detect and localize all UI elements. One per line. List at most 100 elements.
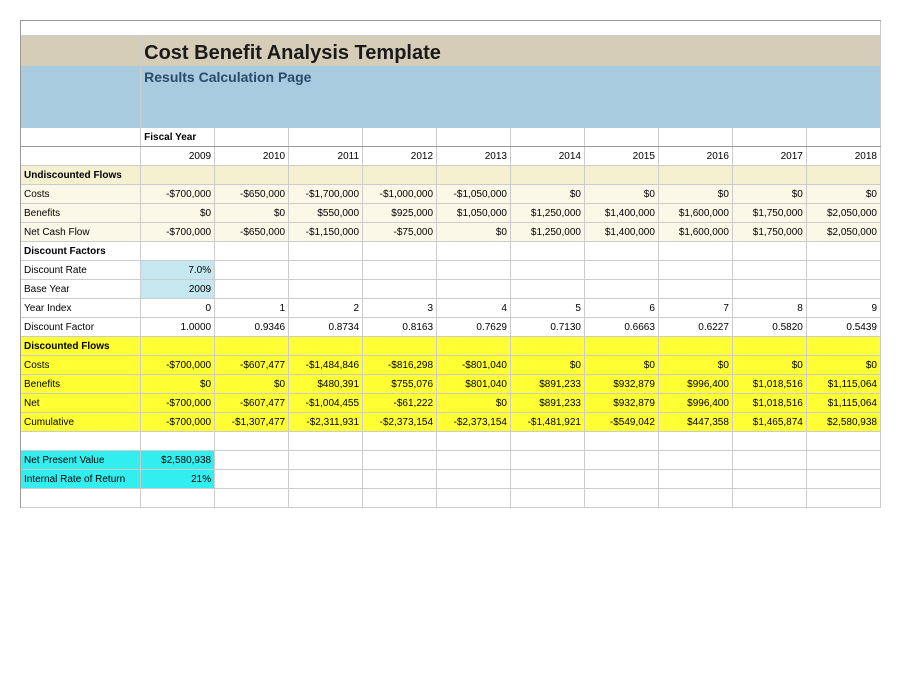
data-cell: $0 xyxy=(437,223,511,242)
data-cell: -$700,000 xyxy=(141,185,215,204)
data-cell: -$2,373,154 xyxy=(437,413,511,432)
data-cell: $1,750,000 xyxy=(732,204,806,223)
year-header: 2016 xyxy=(658,147,732,166)
row-label: Benefits xyxy=(21,375,141,394)
data-cell: 0.8734 xyxy=(289,318,363,337)
row-label: Cumulative xyxy=(21,413,141,432)
spacer-row xyxy=(21,21,881,36)
data-cell: $0 xyxy=(437,394,511,413)
data-cell: -$1,307,477 xyxy=(215,413,289,432)
year-header: 2011 xyxy=(289,147,363,166)
year-header: 2014 xyxy=(510,147,584,166)
data-cell: $1,400,000 xyxy=(584,223,658,242)
page-title: Cost Benefit Analysis Template xyxy=(144,42,441,64)
row-label: Base Year xyxy=(21,280,141,299)
data-cell: 1.0000 xyxy=(141,318,215,337)
data-cell: $1,018,516 xyxy=(732,394,806,413)
data-cell: 8 xyxy=(732,299,806,318)
year-header: 2015 xyxy=(584,147,658,166)
data-cell: 1 xyxy=(215,299,289,318)
table-row: Costs-$700,000-$607,477-$1,484,846-$816,… xyxy=(21,356,881,375)
data-cell: $2,050,000 xyxy=(806,223,880,242)
blue-header-row: Results Calculation Page xyxy=(21,66,881,128)
year-header: 2017 xyxy=(732,147,806,166)
data-cell xyxy=(363,261,437,280)
data-cell xyxy=(437,261,511,280)
table-row: Cumulative-$700,000-$1,307,477-$2,311,93… xyxy=(21,413,881,432)
data-cell: -$700,000 xyxy=(141,356,215,375)
year-header: 2010 xyxy=(215,147,289,166)
section-header-discounted: Discounted Flows xyxy=(21,337,881,356)
data-cell: $0 xyxy=(584,185,658,204)
undiscounted-rows: Costs-$700,000-$650,000-$1,700,000-$1,00… xyxy=(21,185,881,242)
spacer-row xyxy=(21,432,881,451)
data-cell xyxy=(658,261,732,280)
data-cell xyxy=(215,261,289,280)
row-label: Benefits xyxy=(21,204,141,223)
discounted-rows: Costs-$700,000-$607,477-$1,484,846-$816,… xyxy=(21,356,881,432)
data-cell: $891,233 xyxy=(510,375,584,394)
table-row: Net Cash Flow-$700,000-$650,000-$1,150,0… xyxy=(21,223,881,242)
data-cell: 0.8163 xyxy=(363,318,437,337)
data-cell: -$700,000 xyxy=(141,413,215,432)
row-label: Costs xyxy=(21,356,141,375)
data-cell: $0 xyxy=(510,356,584,375)
table-row: Discount Factor1.00000.93460.87340.8163 0… xyxy=(21,318,881,337)
data-cell: -$1,050,000 xyxy=(437,185,511,204)
data-cell: $1,250,000 xyxy=(510,223,584,242)
summary-label: Net Present Value xyxy=(21,451,141,470)
data-cell xyxy=(510,261,584,280)
row-label: Net xyxy=(21,394,141,413)
data-cell: -$61,222 xyxy=(363,394,437,413)
data-cell: $1,465,874 xyxy=(732,413,806,432)
data-cell xyxy=(658,280,732,299)
row-label: Discount Factor xyxy=(21,318,141,337)
row-label: Net Cash Flow xyxy=(21,223,141,242)
data-cell: -$1,000,000 xyxy=(363,185,437,204)
data-cell: -$700,000 xyxy=(141,223,215,242)
data-cell xyxy=(806,280,880,299)
data-cell: $2,050,000 xyxy=(806,204,880,223)
data-cell: -$2,311,931 xyxy=(289,413,363,432)
section-header-discount-factors: Discount Factors xyxy=(21,242,881,261)
data-cell: -$801,040 xyxy=(437,356,511,375)
data-cell: 7.0% xyxy=(141,261,215,280)
data-cell: $1,400,000 xyxy=(584,204,658,223)
data-cell: -$650,000 xyxy=(215,223,289,242)
discount-factor-rows: Discount Rate7.0%Base Year2009Year Index… xyxy=(21,261,881,337)
data-cell: 7 xyxy=(658,299,732,318)
beige-header-row: Cost Benefit Analysis Template xyxy=(21,36,881,67)
data-cell xyxy=(732,261,806,280)
table-row: Discount Rate7.0% xyxy=(21,261,881,280)
data-cell: $0 xyxy=(584,356,658,375)
summary-rows: Net Present Value$2,580,938Internal Rate… xyxy=(21,451,881,489)
data-cell: 2009 xyxy=(141,280,215,299)
years-row: 2009201020112012201320142015201620172018 xyxy=(21,147,881,166)
table-row: Benefits$0$0$550,000$925,000$1,050,000$1… xyxy=(21,204,881,223)
data-cell: $1,750,000 xyxy=(732,223,806,242)
data-cell: $0 xyxy=(510,185,584,204)
data-cell: $891,233 xyxy=(510,394,584,413)
data-cell: -$1,481,921 xyxy=(510,413,584,432)
row-label: Discount Rate xyxy=(21,261,141,280)
data-cell xyxy=(732,280,806,299)
data-cell xyxy=(584,280,658,299)
data-cell: -$2,373,154 xyxy=(363,413,437,432)
data-cell: 0.5820 xyxy=(732,318,806,337)
data-cell: $0 xyxy=(215,204,289,223)
data-cell: 0.9346 xyxy=(215,318,289,337)
data-cell: $480,391 xyxy=(289,375,363,394)
data-cell: -$1,484,846 xyxy=(289,356,363,375)
table-row: Net-$700,000-$607,477-$1,004,455-$61,222… xyxy=(21,394,881,413)
spreadsheet: Cost Benefit Analysis Template Results C… xyxy=(20,20,881,508)
data-cell xyxy=(289,261,363,280)
data-cell: -$607,477 xyxy=(215,394,289,413)
data-cell: 0.5439 xyxy=(806,318,880,337)
data-cell xyxy=(289,280,363,299)
data-cell: $0 xyxy=(141,375,215,394)
data-cell xyxy=(806,261,880,280)
data-cell: 0.7130 xyxy=(510,318,584,337)
table-row: Year Index0123456789 xyxy=(21,299,881,318)
spacer-row xyxy=(21,489,881,508)
data-cell: $1,115,064 xyxy=(806,394,880,413)
